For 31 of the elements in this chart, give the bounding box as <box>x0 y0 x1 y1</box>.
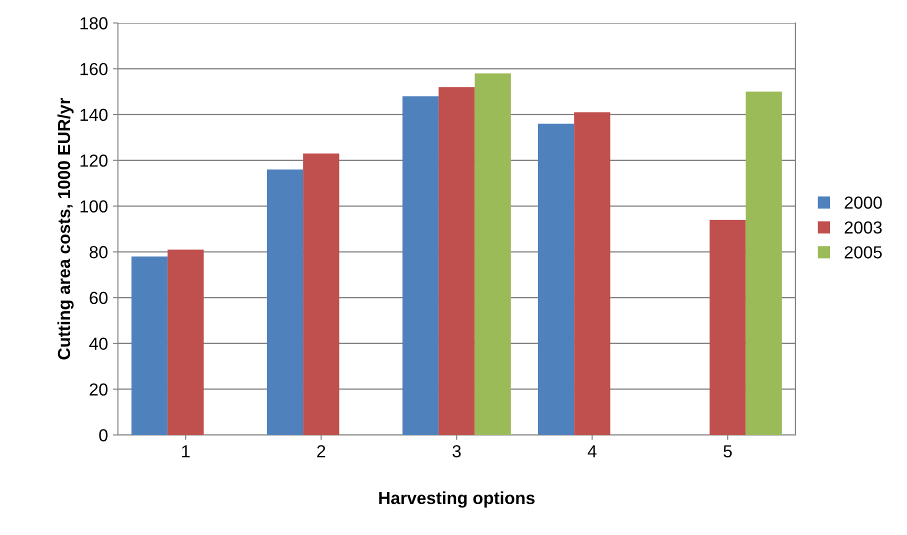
y-tick-label: 180 <box>80 17 108 30</box>
x-tick-label: 1 <box>182 445 190 458</box>
y-tick-label: 160 <box>80 62 108 76</box>
bar <box>574 112 610 435</box>
y-axis-title: Cutting area costs, 1000 EUR/yr <box>57 98 74 360</box>
y-tick-label: 140 <box>80 108 108 122</box>
bar <box>538 124 574 435</box>
bar <box>303 153 340 435</box>
legend-label: 2005 <box>844 246 882 259</box>
y-tick-label: 0 <box>99 429 108 442</box>
bar <box>438 87 475 435</box>
legend-label: 2003 <box>844 221 882 234</box>
y-tick-label: 60 <box>90 292 108 304</box>
y-tick-label: 120 <box>80 154 108 167</box>
legend-label: 2000 <box>844 196 882 209</box>
bar <box>710 220 746 435</box>
bar <box>168 250 204 435</box>
bar <box>266 169 304 435</box>
x-tick-label: 3 <box>452 445 461 458</box>
x-tick-label: 2 <box>317 445 326 458</box>
y-tick-label: 40 <box>89 338 108 350</box>
y-tick-label: 80 <box>90 246 108 258</box>
x-axis-title: Harvesting options <box>379 491 535 508</box>
x-tick-label: 4 <box>588 445 596 458</box>
x-tick-label: 5 <box>724 445 732 458</box>
bar <box>402 96 439 435</box>
y-tick-label: 20 <box>90 383 108 396</box>
y-tick-label: 100 <box>80 200 108 213</box>
bar <box>746 92 782 435</box>
bar <box>474 73 511 435</box>
bar <box>131 256 168 435</box>
